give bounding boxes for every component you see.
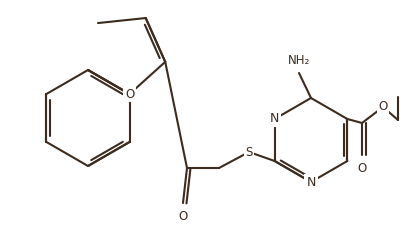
Text: O: O: [125, 88, 134, 100]
Text: N: N: [306, 176, 316, 188]
Text: NH₂: NH₂: [288, 55, 310, 67]
Text: N: N: [270, 112, 279, 125]
Text: S: S: [245, 146, 253, 158]
Text: O: O: [358, 162, 367, 176]
Text: O: O: [379, 100, 388, 113]
Text: O: O: [178, 210, 188, 224]
